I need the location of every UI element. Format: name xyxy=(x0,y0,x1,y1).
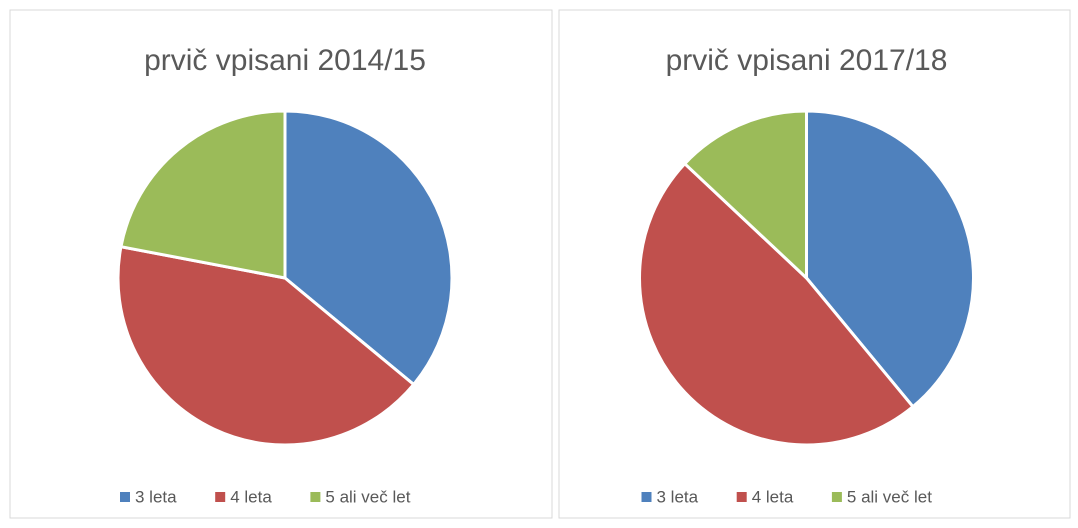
legend-label: 4 leta xyxy=(230,487,272,506)
legend-label: 4 leta xyxy=(752,487,794,506)
pie-slice xyxy=(638,161,916,447)
pie-slice xyxy=(283,109,454,387)
legend-marker xyxy=(215,492,226,502)
chart-title: prvič vpisani 2014/15 xyxy=(144,44,426,77)
legend-label: 3 leta xyxy=(135,487,177,506)
legend-marker xyxy=(736,492,747,502)
legend-label: 5 ali več let xyxy=(325,487,410,506)
legend-marker xyxy=(831,492,842,502)
legend-label: 5 ali več let xyxy=(847,487,932,506)
pie-slice xyxy=(116,244,416,447)
legend-label: 3 leta xyxy=(657,487,699,506)
legend-marker xyxy=(120,492,130,502)
pie-slice xyxy=(805,109,975,409)
legend-marker xyxy=(641,492,652,502)
pie-slice xyxy=(119,109,287,280)
legend-marker xyxy=(310,492,321,502)
chart-title: prvič vpisani 2017/18 xyxy=(666,44,948,77)
pie-slice xyxy=(682,109,808,282)
